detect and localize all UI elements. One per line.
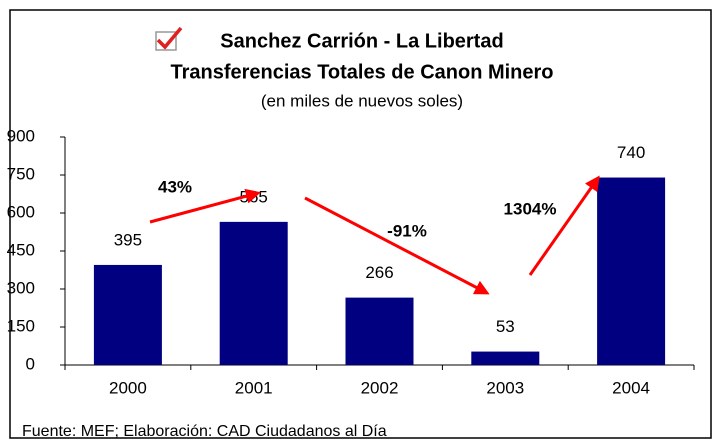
y-tick-label: 300: [7, 278, 35, 297]
frame: [9, 9, 712, 439]
x-tick-label: 2001: [235, 378, 273, 397]
source: Fuente: MEF; Elaboración: CAD Ciudadanos…: [22, 423, 387, 440]
value-label: 53: [496, 317, 515, 336]
value-label: 740: [617, 143, 645, 162]
annotation: 1304%: [504, 199, 557, 218]
trend-arrow: [304, 196, 490, 295]
annotation: 43%: [158, 177, 192, 196]
y-tick-label: 450: [7, 240, 35, 259]
y-tick-label: 0: [26, 354, 35, 373]
bar: [597, 177, 666, 365]
value-label: 266: [365, 263, 393, 282]
y-tick-label: 750: [7, 164, 35, 183]
trend-arrow: [149, 188, 261, 224]
x-tick-label: 2002: [361, 378, 399, 397]
unit-note: (en miles de nuevos soles): [261, 91, 463, 110]
bar: [93, 264, 162, 365]
y-tick-label: 600: [7, 202, 35, 221]
y-tick-label: 150: [7, 316, 35, 335]
bar: [345, 297, 414, 365]
x-tick-label: 2000: [109, 378, 147, 397]
x-tick-label: 2004: [612, 378, 650, 397]
trend-arrow: [528, 175, 600, 276]
annotation: -91%: [387, 221, 427, 240]
bar: [219, 221, 288, 365]
bar: [471, 351, 540, 365]
x-tick-label: 2003: [486, 378, 524, 397]
value-label: 395: [114, 230, 142, 249]
chart-title: Sanchez Carrión - La Libertad: [220, 30, 503, 52]
chart-subtitle: Transferencias Totales de Canon Minero: [170, 61, 553, 83]
y-tick-label: 900: [7, 126, 35, 145]
check-icon: [155, 26, 183, 51]
